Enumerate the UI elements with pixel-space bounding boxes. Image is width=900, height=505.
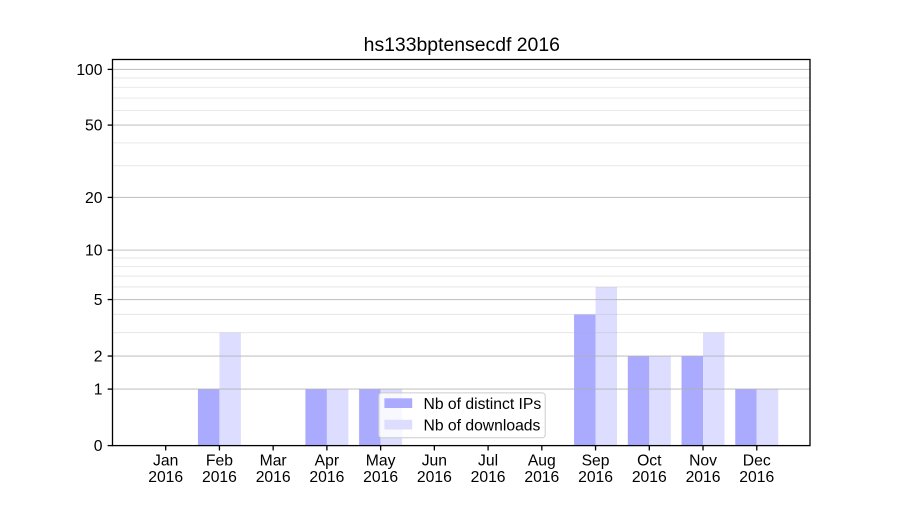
svg-text:5: 5 [94, 292, 103, 309]
svg-text:Nov: Nov [689, 453, 717, 470]
svg-text:2016: 2016 [309, 469, 344, 486]
svg-text:Apr: Apr [315, 453, 339, 470]
svg-text:100: 100 [76, 62, 102, 79]
svg-text:Nb of downloads: Nb of downloads [424, 418, 541, 435]
svg-text:50: 50 [85, 118, 103, 135]
svg-text:Dec: Dec [743, 453, 771, 470]
svg-text:Sep: Sep [582, 453, 610, 470]
svg-text:2016: 2016 [202, 469, 237, 486]
svg-text:2016: 2016 [363, 469, 398, 486]
svg-text:2016: 2016 [471, 469, 506, 486]
svg-text:2016: 2016 [739, 469, 774, 486]
svg-text:hs133bptensecdf 2016: hs133bptensecdf 2016 [364, 34, 560, 56]
svg-text:2016: 2016 [632, 469, 667, 486]
svg-text:Jan: Jan [153, 453, 178, 470]
svg-text:Jul: Jul [478, 453, 498, 470]
svg-text:10: 10 [85, 243, 103, 260]
svg-text:Jun: Jun [422, 453, 447, 470]
svg-text:0: 0 [94, 438, 103, 455]
svg-text:1: 1 [94, 382, 103, 399]
svg-text:Aug: Aug [528, 453, 556, 470]
svg-text:2016: 2016 [686, 469, 721, 486]
svg-text:Mar: Mar [260, 453, 287, 470]
svg-text:2016: 2016 [578, 469, 613, 486]
svg-text:2: 2 [94, 349, 103, 366]
svg-text:20: 20 [85, 190, 103, 207]
svg-text:2016: 2016 [524, 469, 559, 486]
svg-text:2016: 2016 [256, 469, 291, 486]
svg-text:2016: 2016 [417, 469, 452, 486]
svg-text:May: May [366, 453, 396, 470]
svg-text:2016: 2016 [148, 469, 183, 486]
svg-text:Feb: Feb [206, 453, 233, 470]
svg-text:Nb of distinct IPs: Nb of distinct IPs [424, 396, 542, 413]
svg-text:Oct: Oct [637, 453, 662, 470]
